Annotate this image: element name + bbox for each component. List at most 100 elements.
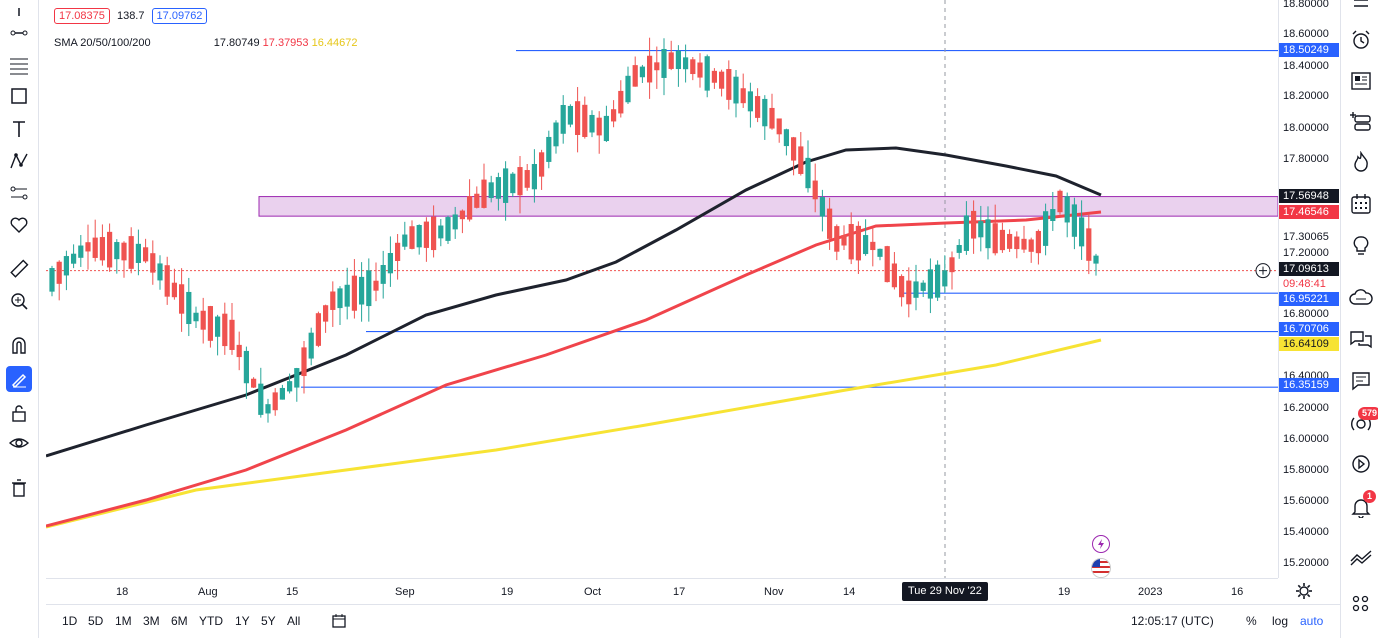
zoom-in-icon[interactable] xyxy=(6,288,32,314)
candle-body xyxy=(121,242,127,261)
price-tick: 18.60000 xyxy=(1283,28,1329,40)
candle-body xyxy=(150,253,156,273)
price-axis[interactable]: 18.80000 18.60000 18.40000 18.20000 18.0… xyxy=(1278,0,1341,578)
text-icon[interactable] xyxy=(6,116,32,142)
candle-body xyxy=(711,70,717,83)
candle-body xyxy=(863,235,869,255)
time-tick: 19 xyxy=(1058,586,1071,598)
trendline-icon[interactable] xyxy=(6,20,32,46)
time-axis[interactable]: 18 Aug 15 Sep 19 Oct 17 Nov 14 19 2023 1… xyxy=(46,578,1278,605)
candle-body xyxy=(409,226,415,249)
rectangle-icon[interactable] xyxy=(6,83,32,109)
fib-retracement-icon[interactable] xyxy=(6,52,32,78)
price-tick: 18.00000 xyxy=(1283,122,1329,134)
candle-body xyxy=(661,48,667,78)
sma-200-line xyxy=(45,338,1102,529)
utc-clock[interactable]: 12:05:17 (UTC) xyxy=(1131,614,1214,628)
sma-value-50: 17.80749 xyxy=(213,37,260,49)
chats-icon[interactable] xyxy=(1347,326,1375,354)
ruler-icon[interactable] xyxy=(6,256,32,282)
chart-pane[interactable]: 17.08375 138.7 17.09762 SMA 20/50/100/20… xyxy=(45,0,1279,578)
candle-body xyxy=(301,347,307,377)
range-6m[interactable]: 6M xyxy=(171,614,188,628)
candle-body xyxy=(229,319,235,350)
candle-body xyxy=(459,210,465,220)
range-3m[interactable]: 3M xyxy=(143,614,160,628)
trend-wave-icon[interactable] xyxy=(1347,543,1375,571)
lightning-event-icon[interactable] xyxy=(1092,535,1110,553)
lightbulb-icon[interactable] xyxy=(1347,232,1375,260)
spread-value: 138.7 xyxy=(116,10,145,22)
range-1d[interactable]: 1D xyxy=(62,614,78,628)
candle-body xyxy=(330,291,336,310)
alarm-clock-icon[interactable] xyxy=(1347,26,1375,54)
candle-body xyxy=(848,224,854,260)
lock-icon[interactable] xyxy=(6,400,32,426)
price-tick: 18.20000 xyxy=(1283,90,1329,102)
left-toolbar xyxy=(0,0,39,638)
candle-body xyxy=(416,225,422,248)
sell-price[interactable]: 17.08375 xyxy=(54,8,110,24)
candle-body xyxy=(841,235,847,246)
cloud-chat-icon[interactable] xyxy=(1347,284,1375,312)
buy-price[interactable]: 17.09762 xyxy=(151,8,208,24)
range-1m[interactable]: 1M xyxy=(115,614,132,628)
hline-top-label: 18.50249 xyxy=(1279,43,1339,57)
candle-body xyxy=(632,65,638,87)
candle-body xyxy=(647,55,653,83)
candle-body xyxy=(639,66,645,78)
candle-body xyxy=(431,216,437,251)
sma-label[interactable]: SMA 20/50/100/200 xyxy=(54,37,151,49)
candle-body xyxy=(186,291,192,325)
candle-body xyxy=(798,146,804,174)
settings-gear-icon[interactable] xyxy=(1296,583,1312,604)
streams-icon[interactable] xyxy=(1347,410,1375,438)
prediction-icon[interactable] xyxy=(6,180,32,206)
price-chart[interactable] xyxy=(45,0,1279,578)
percent-scale-toggle[interactable]: % xyxy=(1246,614,1257,628)
candle-body xyxy=(49,268,55,292)
ideas-stream-icon[interactable] xyxy=(1347,367,1375,395)
add-list-icon[interactable] xyxy=(1347,108,1375,136)
magnet-icon[interactable] xyxy=(6,332,32,358)
add-level-plus-icon xyxy=(1259,266,1267,275)
auto-scale-toggle[interactable]: auto xyxy=(1300,614,1324,628)
range-5y[interactable]: 5Y xyxy=(261,614,276,628)
candle-body xyxy=(1021,238,1027,250)
hline-low1-label: 16.95221 xyxy=(1279,292,1339,306)
candle-body xyxy=(279,387,285,400)
candle-body xyxy=(546,136,552,162)
candle-body xyxy=(423,221,429,248)
candle-body xyxy=(323,305,329,322)
eye-icon[interactable] xyxy=(6,430,32,456)
news-icon[interactable] xyxy=(1347,67,1375,95)
stay-in-drawing-mode-icon[interactable] xyxy=(6,366,32,392)
candle-body xyxy=(107,231,113,268)
range-ytd[interactable]: YTD xyxy=(199,614,223,628)
range-all[interactable]: All xyxy=(287,614,301,628)
candle-body xyxy=(200,310,206,330)
candle-body xyxy=(445,217,451,241)
hline-low2-label: 16.70706 xyxy=(1279,322,1339,336)
candle-body xyxy=(510,173,516,194)
replay-play-icon[interactable] xyxy=(1347,450,1375,478)
apps-grid-icon[interactable] xyxy=(1347,590,1375,618)
cursor-icon[interactable] xyxy=(6,0,32,26)
candle-body xyxy=(114,242,120,260)
candle-body xyxy=(402,234,408,247)
heart-icon[interactable] xyxy=(6,212,32,238)
candle-body xyxy=(1028,239,1034,252)
range-5d[interactable]: 5D xyxy=(88,614,104,628)
us-flag-event-icon[interactable] xyxy=(1091,558,1111,578)
pattern-icon[interactable] xyxy=(6,148,32,174)
goto-date-icon[interactable] xyxy=(331,613,347,632)
hotlist-flame-icon[interactable] xyxy=(1347,148,1375,176)
watchlist-icon[interactable] xyxy=(1347,0,1375,18)
crosshair-date-label: Tue 29 Nov '22 xyxy=(902,582,988,601)
range-1y[interactable]: 1Y xyxy=(235,614,250,628)
calendar-icon[interactable] xyxy=(1347,190,1375,218)
log-scale-toggle[interactable]: log xyxy=(1272,614,1289,628)
trash-icon[interactable] xyxy=(6,475,32,501)
time-tick: Aug xyxy=(198,586,218,598)
sma-100-line xyxy=(45,210,1102,528)
